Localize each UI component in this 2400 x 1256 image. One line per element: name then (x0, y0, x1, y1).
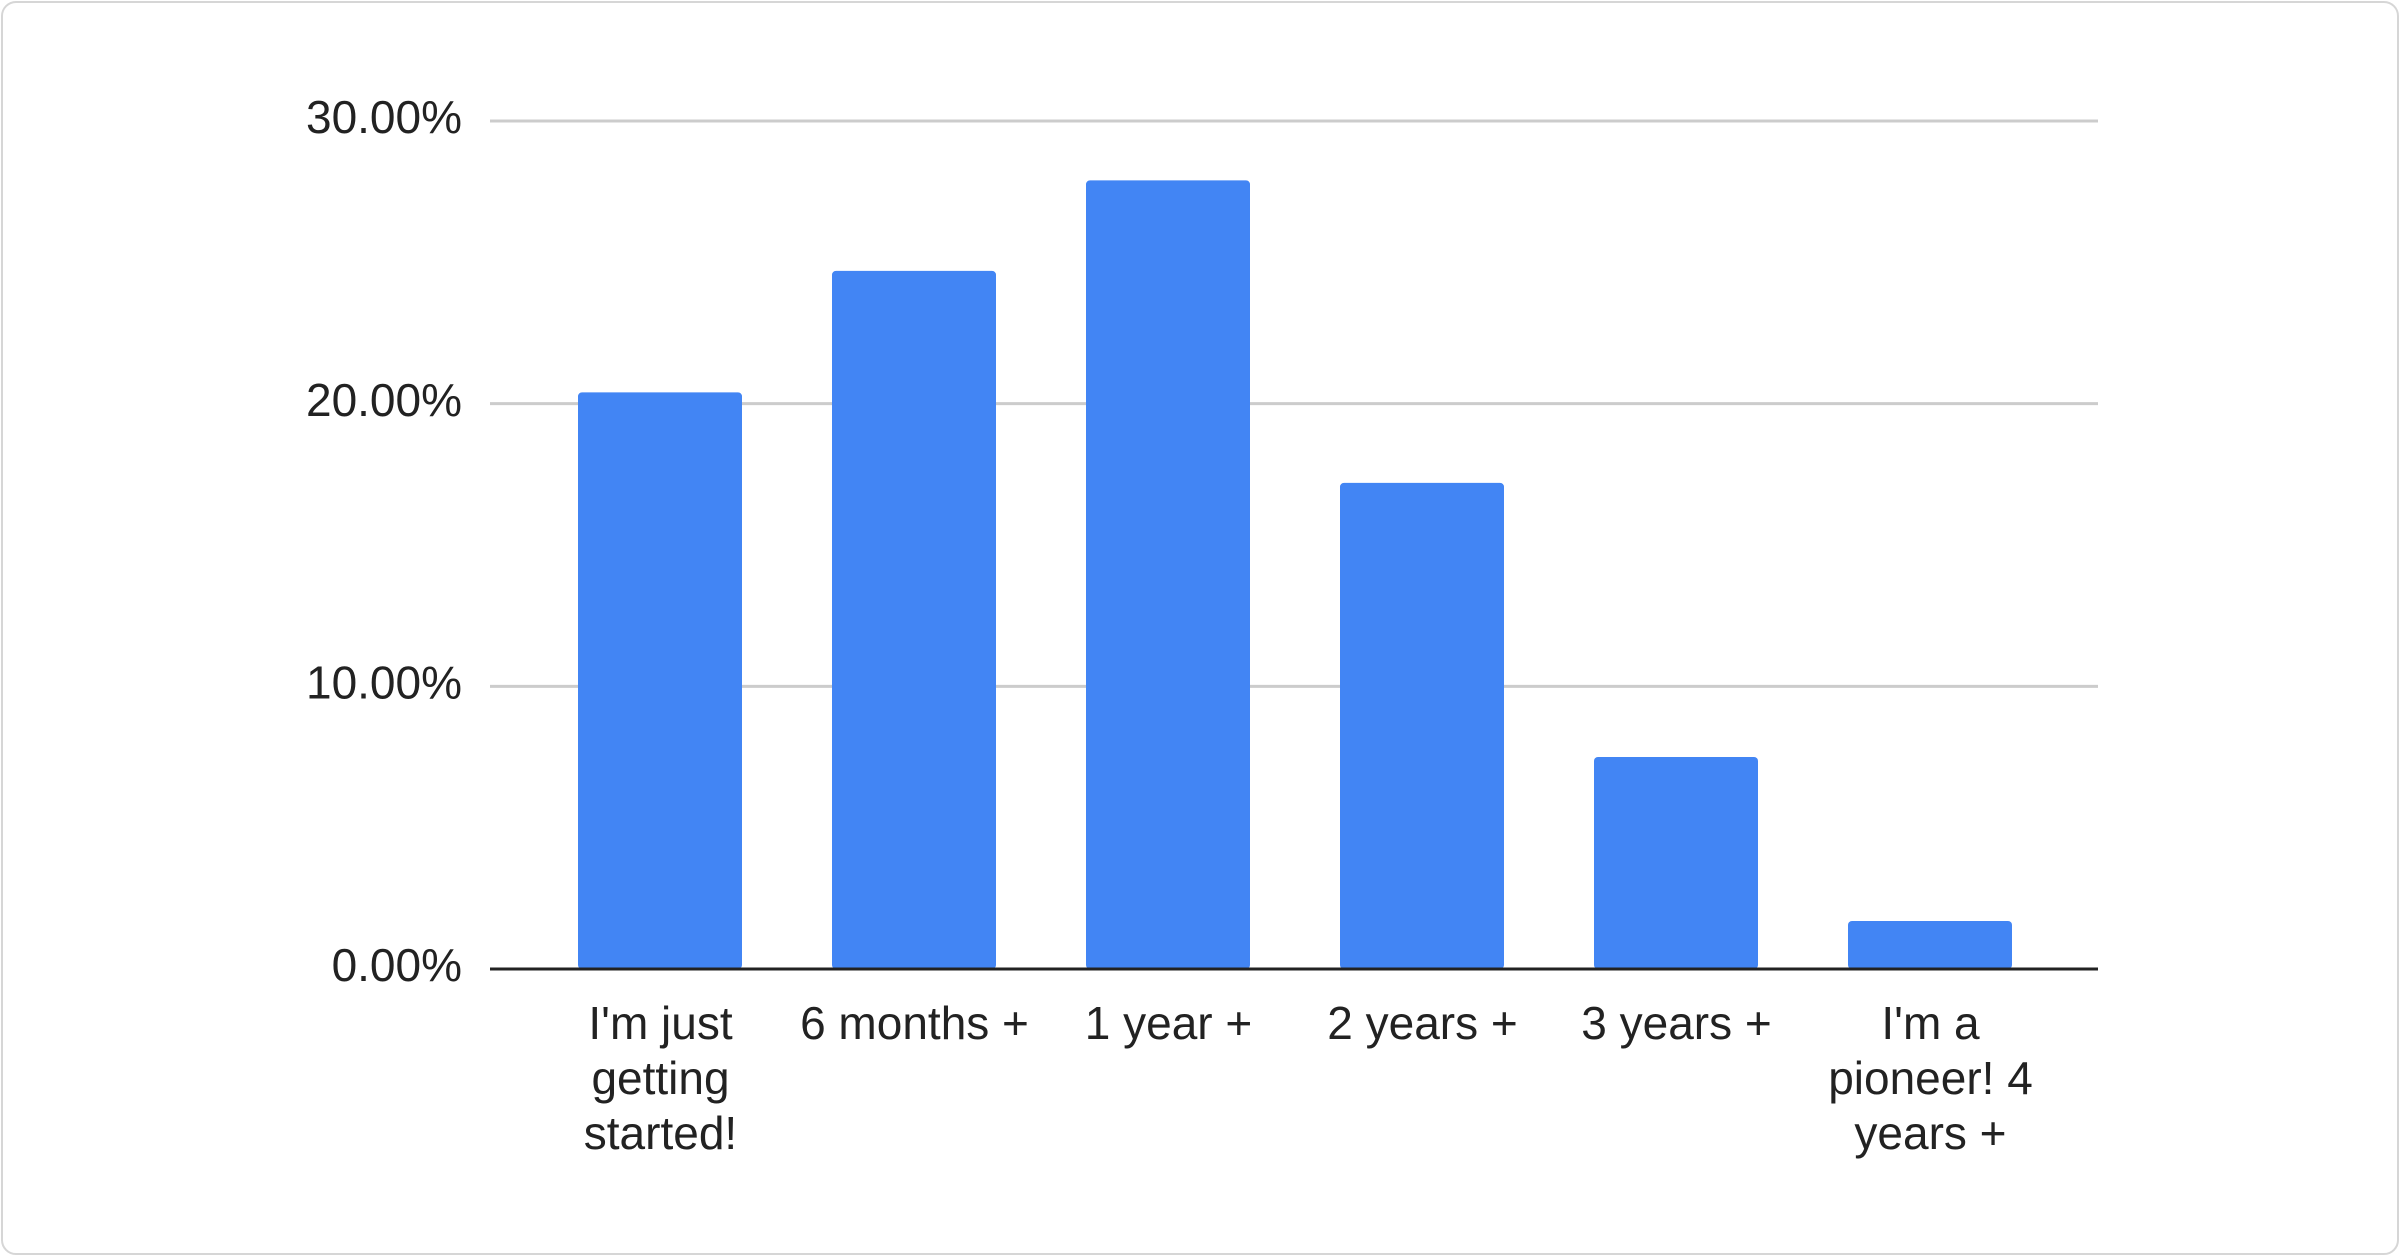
bar (1594, 757, 1758, 969)
y-tick-label: 10.00% (306, 656, 462, 708)
bar (1340, 482, 1504, 969)
y-tick-label: 0.00% (332, 939, 462, 991)
bar (1086, 180, 1250, 970)
y-tick-label: 30.00% (306, 91, 462, 143)
x-tick-label: I'm just getting started! (583, 997, 738, 1159)
x-tick-label: I'm a pioneer! 4 years + (1828, 997, 2033, 1159)
x-tick-label: 2 years + (1327, 997, 1518, 1049)
y-tick-label: 20.00% (306, 374, 462, 426)
x-tick-label: 1 year + (1084, 997, 1253, 1049)
bar (832, 270, 996, 969)
x-tick-label: 3 years + (1581, 997, 1772, 1049)
x-tick-label: 6 months + (800, 997, 1029, 1049)
bar (578, 392, 742, 969)
bar (1848, 920, 2012, 969)
